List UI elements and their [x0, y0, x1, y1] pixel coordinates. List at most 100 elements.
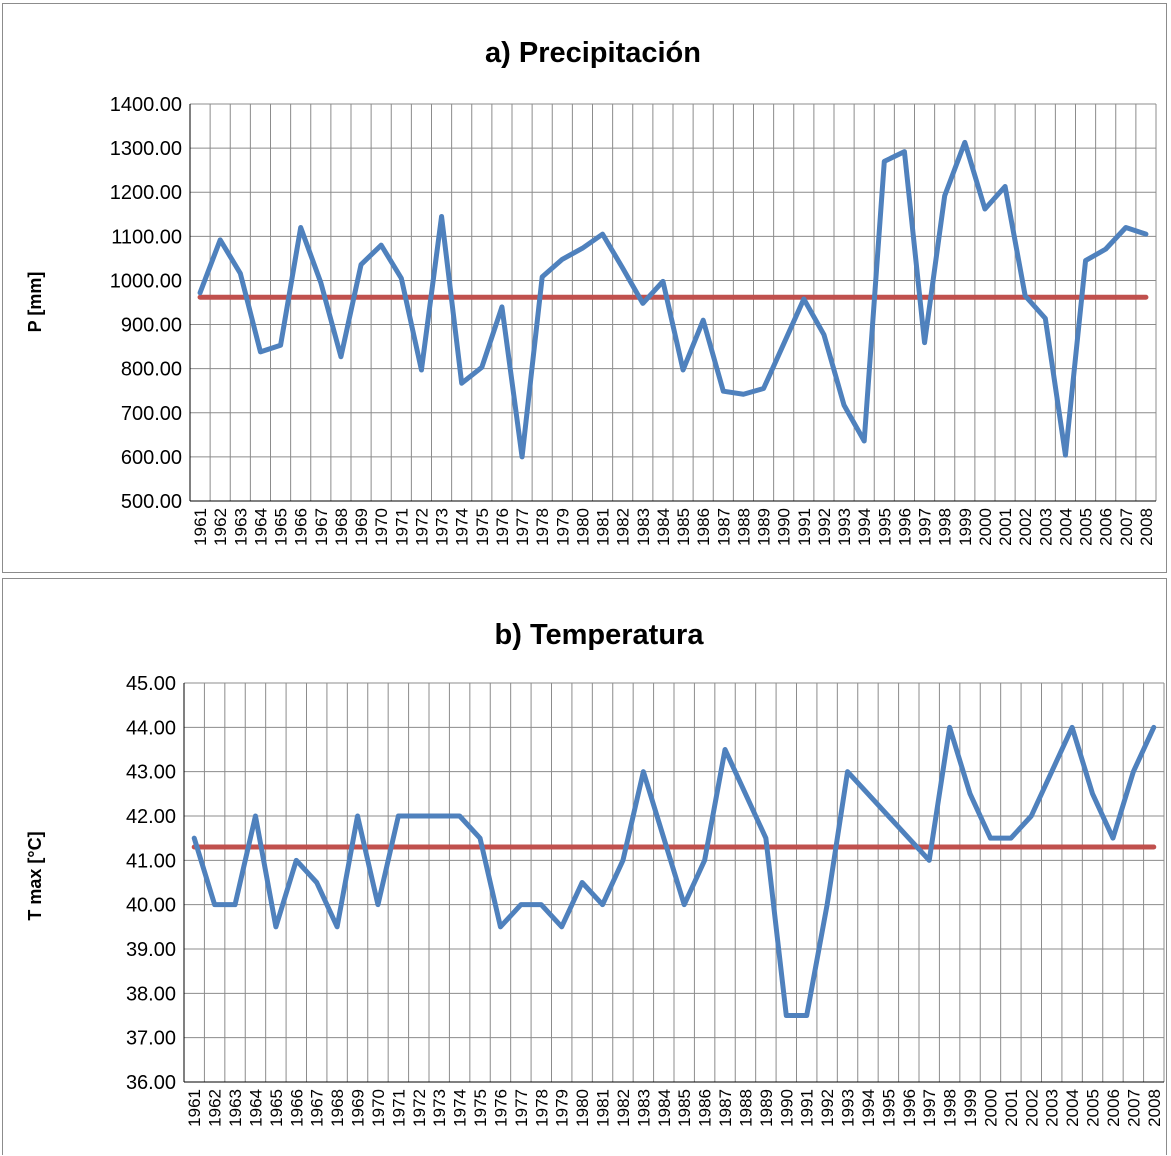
x-tick-label: 1998 [936, 508, 955, 546]
x-tick-label: 1963 [226, 1089, 245, 1127]
x-tick-label: 1968 [332, 508, 351, 546]
x-tick-label: 2006 [1104, 1089, 1123, 1127]
x-tick-label: 2003 [1036, 508, 1055, 546]
x-tick-label: 1979 [553, 1089, 572, 1127]
x-tick-label: 2001 [996, 508, 1015, 546]
y-tick-label: 39.00 [126, 939, 176, 961]
y-tick-label: 700.00 [121, 403, 182, 425]
x-tick-label: 1973 [430, 1089, 449, 1127]
x-tick-label: 1997 [920, 1089, 939, 1127]
x-tick-label: 1988 [736, 1089, 755, 1127]
x-tick-label: 1985 [674, 508, 693, 546]
x-tick-label: 1964 [246, 1089, 265, 1127]
x-tick-label: 1973 [433, 508, 452, 546]
x-tick-label: 1984 [655, 1089, 674, 1127]
x-tick-label: 1986 [694, 508, 713, 546]
x-tick-label: 1996 [900, 1089, 919, 1127]
x-tick-label: 1975 [471, 1089, 490, 1127]
x-tick-label: 1975 [473, 508, 492, 546]
chart-title: a) Precipitación [485, 37, 701, 69]
x-tick-label: 1974 [451, 1089, 470, 1127]
x-tick-label: 1983 [634, 508, 653, 546]
precipitation-chart: a) Precipitación P [mm] 500.00 600.00 700.… [25, 37, 1157, 546]
y-tick-label: 40.00 [126, 895, 176, 917]
y-tick-label: 1300.00 [110, 138, 182, 160]
x-tick-label: 1968 [328, 1089, 347, 1127]
temperature-chart-panel: b) Temperatura T max [°C] 36.00 37.00 38.0… [2, 578, 1167, 1155]
x-tick-label: 1977 [512, 1089, 531, 1127]
x-tick-label: 1993 [839, 1089, 858, 1127]
x-tick-label: 1970 [372, 508, 391, 546]
x-tick-label: 1978 [532, 1089, 551, 1127]
y-tick-label: 41.00 [126, 850, 176, 872]
x-tick-label: 1993 [835, 508, 854, 546]
y-tick-label: 1100.00 [111, 226, 182, 248]
x-tick-label: 1988 [734, 508, 753, 546]
x-tick-label: 1994 [855, 508, 874, 546]
x-tick-label: 2002 [1022, 1089, 1041, 1127]
x-tick-label: 2007 [1124, 1089, 1143, 1127]
x-tick-label: 1989 [755, 508, 774, 546]
x-tick-label: 2005 [1084, 1089, 1103, 1127]
x-tick-label: 1996 [895, 508, 914, 546]
y-tick-label: 800.00 [121, 359, 182, 381]
y-tick-label: 45.00 [126, 673, 176, 695]
y-tick-label: 42.00 [126, 806, 176, 828]
x-tick-label: 1985 [675, 1089, 694, 1127]
y-tick-label: 1200.00 [110, 182, 182, 204]
x-tick-label: 1967 [312, 508, 331, 546]
x-tick-label: 2007 [1117, 508, 1136, 546]
x-tick-label: 2006 [1097, 508, 1116, 546]
x-tick-label: 1983 [634, 1089, 653, 1127]
x-tick-label: 2004 [1063, 1089, 1082, 1127]
y-axis-label: P [mm] [25, 272, 45, 333]
temperature-chart: b) Temperatura T max [°C] 36.00 37.00 38.0… [25, 619, 1165, 1127]
y-tick-label: 38.00 [126, 983, 176, 1005]
x-tick-label: 2004 [1056, 508, 1075, 546]
x-tick-label: 1990 [775, 508, 794, 546]
x-tick-label: 2002 [1016, 508, 1035, 546]
gridlines [189, 103, 1157, 502]
x-tick-label: 1961 [185, 1089, 204, 1127]
x-tick-label: 1972 [410, 1089, 429, 1127]
data-series-line [191, 724, 1157, 1018]
x-tick-label: 1980 [573, 1089, 592, 1127]
x-tick-label: 1976 [493, 508, 512, 546]
x-tick-label: 1982 [614, 508, 633, 546]
x-tick-label: 2008 [1145, 1089, 1164, 1127]
x-tick-label: 1971 [389, 1089, 408, 1127]
y-tick-label: 500.00 [121, 491, 182, 513]
x-tick-label: 1989 [757, 1089, 776, 1127]
y-tick-label: 43.00 [126, 762, 176, 784]
x-tick-label: 1991 [798, 1089, 817, 1127]
y-axis-label: T max [°C] [25, 831, 45, 920]
x-tick-label: 1995 [879, 1089, 898, 1127]
x-tick-label: 1981 [594, 508, 613, 546]
y-tick-label: 600.00 [121, 447, 182, 469]
x-tick-label: 1969 [349, 1089, 368, 1127]
x-tick-label: 1987 [714, 508, 733, 546]
x-tick-label: 2005 [1077, 508, 1096, 546]
x-tick-label: 1997 [916, 508, 935, 546]
data-series-line [197, 139, 1149, 460]
x-tick-label: 1986 [696, 1089, 715, 1127]
x-tick-label: 2000 [981, 1089, 1000, 1127]
x-tick-label: 1965 [272, 508, 291, 546]
x-tick-label: 1999 [956, 508, 975, 546]
x-tick-label: 1969 [352, 508, 371, 546]
x-tick-label: 1965 [267, 1089, 286, 1127]
x-tick-label: 1976 [491, 1089, 510, 1127]
x-tick-label: 1992 [818, 1089, 837, 1127]
x-tick-label: 1998 [941, 1089, 960, 1127]
x-tick-label: 1966 [287, 1089, 306, 1127]
x-tick-label: 1999 [961, 1089, 980, 1127]
x-tick-label: 1991 [795, 508, 814, 546]
x-tick-label: 2003 [1043, 1089, 1062, 1127]
y-tick-label: 44.00 [126, 717, 176, 739]
x-tick-label: 1962 [206, 1089, 225, 1127]
y-tick-label: 1000.00 [110, 270, 182, 292]
x-tick-label: 1961 [191, 508, 210, 546]
y-tick-label: 36.00 [126, 1072, 176, 1094]
x-tick-label: 1962 [211, 508, 230, 546]
y-tick-label: 900.00 [121, 315, 182, 337]
